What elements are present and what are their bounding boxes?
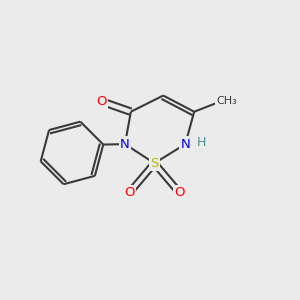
Text: O: O bbox=[124, 186, 135, 199]
Text: O: O bbox=[174, 186, 185, 199]
Text: H: H bbox=[197, 136, 206, 149]
Text: O: O bbox=[96, 95, 107, 108]
Text: N: N bbox=[181, 138, 190, 151]
Text: S: S bbox=[150, 157, 159, 170]
Text: N: N bbox=[120, 138, 130, 151]
Text: CH₃: CH₃ bbox=[217, 96, 238, 106]
